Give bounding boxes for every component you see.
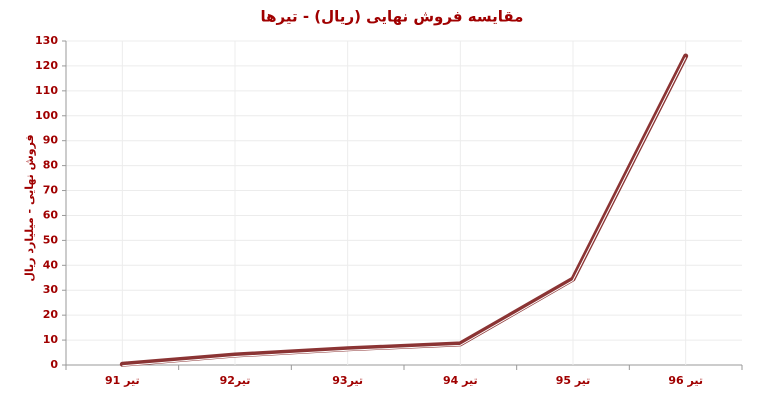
y-tick-label: 100 — [35, 109, 58, 122]
y-tick-label: 30 — [43, 283, 59, 296]
y-tick-label: 120 — [35, 59, 58, 72]
y-tick-label: 90 — [43, 134, 59, 147]
y-tick-label: 20 — [43, 308, 59, 321]
x-tick-label: تیر 96 — [668, 374, 703, 387]
y-tick-label: 130 — [35, 34, 58, 47]
line-highlight — [122, 57, 687, 367]
x-tick-label: تیر92 — [220, 374, 251, 387]
series-line — [119, 53, 689, 367]
y-axis-label: فروش نهایی - میلیارد ریال — [23, 134, 36, 281]
y-tick-label: 110 — [35, 84, 58, 97]
x-tick-label: تیر 94 — [443, 374, 478, 387]
y-tick-label: 70 — [43, 184, 59, 197]
y-tick-label: 50 — [43, 233, 59, 246]
x-tick-label: تیر 95 — [556, 374, 591, 387]
y-tick-label: 10 — [43, 333, 59, 346]
x-tick-label: تیر 91 — [105, 374, 140, 387]
x-tick-label: تیر93 — [332, 374, 363, 387]
chart-title: مقایسه فروش نهایی (ریال) - تیرها — [261, 8, 524, 26]
y-tick-label: 60 — [43, 208, 59, 221]
y-tick-label: 0 — [50, 358, 58, 371]
y-tick-label: 80 — [43, 159, 59, 172]
y-tick-label: 40 — [43, 258, 59, 271]
